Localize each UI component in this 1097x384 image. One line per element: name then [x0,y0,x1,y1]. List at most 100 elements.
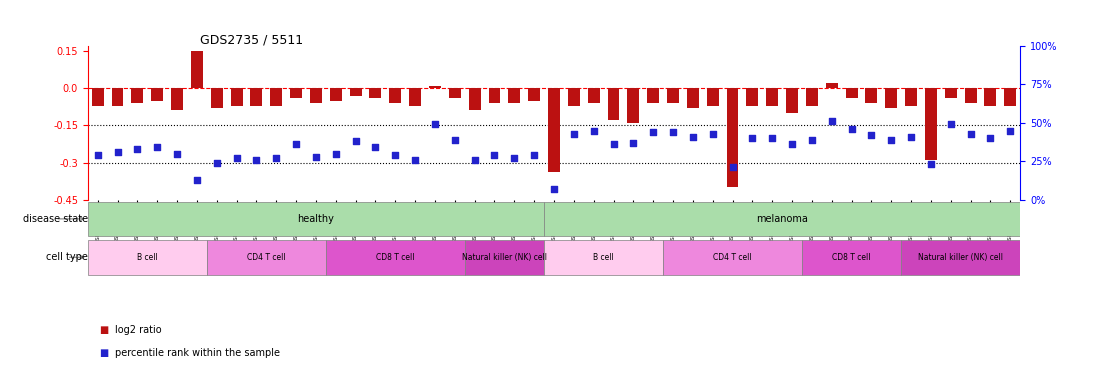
Bar [230,88,242,106]
FancyBboxPatch shape [544,240,663,275]
Point [982,135,999,141]
Point [624,140,642,146]
Point [89,152,106,158]
Point [962,131,980,137]
Point [744,135,761,141]
Bar [885,88,897,108]
Bar [528,88,540,101]
Point [109,149,126,155]
Bar [984,88,996,106]
Bar [687,88,699,108]
Bar [826,83,838,88]
Bar [667,88,679,103]
Point [506,155,523,161]
Bar [925,88,937,160]
Bar [112,88,124,106]
Text: melanoma: melanoma [756,214,808,224]
Point [862,132,880,138]
Point [942,121,960,127]
Text: healthy: healthy [297,214,335,224]
FancyBboxPatch shape [544,202,1020,236]
Bar [409,88,421,106]
FancyBboxPatch shape [88,202,544,236]
Point [347,138,364,144]
Point [466,157,484,163]
Text: percentile rank within the sample: percentile rank within the sample [115,348,280,358]
Point [565,131,583,137]
Text: CD4 T cell: CD4 T cell [247,253,285,262]
Bar [330,88,341,101]
Text: CD8 T cell: CD8 T cell [833,253,871,262]
Bar [608,88,620,121]
Point [406,157,423,163]
Bar [468,88,480,111]
Point [685,134,702,140]
Point [287,141,305,147]
Text: B cell: B cell [137,253,158,262]
Text: Natural killer (NK) cell: Natural killer (NK) cell [462,253,547,262]
Bar [290,88,302,98]
Point [446,137,464,143]
Bar [787,88,798,113]
Point [327,151,344,157]
Point [128,146,146,152]
Bar [588,88,600,103]
Bar [429,86,441,88]
Point [764,135,781,141]
Point [228,155,246,161]
Bar [627,88,640,123]
FancyBboxPatch shape [802,240,901,275]
FancyBboxPatch shape [901,240,1020,275]
Bar [270,88,282,106]
Point [665,129,682,135]
Text: cell type: cell type [46,252,88,262]
Bar [964,88,976,103]
Text: ■: ■ [99,348,108,358]
FancyBboxPatch shape [663,240,802,275]
Point [208,160,226,166]
Bar [806,88,818,106]
Bar [211,88,223,108]
Text: disease state: disease state [23,214,88,224]
Text: CD8 T cell: CD8 T cell [376,253,415,262]
Bar [726,88,738,187]
Text: CD4 T cell: CD4 T cell [713,253,751,262]
Point [486,152,504,158]
FancyBboxPatch shape [326,240,465,275]
Point [903,134,920,140]
Point [148,144,166,151]
Point [386,152,404,158]
Bar [132,88,144,103]
Point [604,141,622,147]
Point [842,126,860,132]
Point [923,161,940,167]
Point [783,141,801,147]
Point [803,137,821,143]
FancyBboxPatch shape [88,240,207,275]
Point [724,164,742,170]
Bar [706,88,719,106]
Bar [171,88,183,111]
Bar [905,88,917,106]
Bar [191,51,203,88]
Bar [350,88,362,96]
Point [168,151,185,157]
Point [823,118,840,124]
Point [188,177,205,183]
Point [268,155,285,161]
Text: log2 ratio: log2 ratio [115,325,162,335]
Bar [945,88,957,98]
Bar [92,88,103,106]
Bar [647,88,659,103]
Bar [508,88,520,103]
Text: GDS2735 / 5511: GDS2735 / 5511 [200,33,303,46]
Point [644,129,661,135]
Bar [568,88,580,106]
Text: Natural killer (NK) cell: Natural killer (NK) cell [918,253,1003,262]
Bar [310,88,321,103]
FancyBboxPatch shape [465,240,544,275]
Bar [866,88,878,103]
Point [426,121,443,127]
Point [366,144,384,151]
Bar [250,88,262,106]
